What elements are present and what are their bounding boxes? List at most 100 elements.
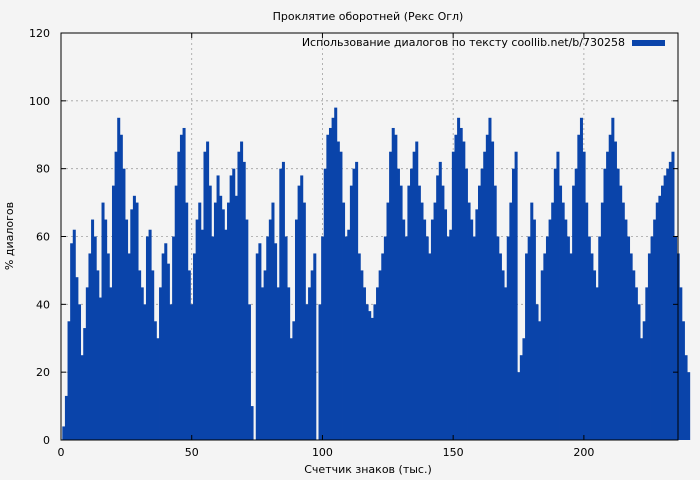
bar [684, 355, 688, 440]
bar [472, 236, 476, 440]
bar [247, 304, 251, 440]
bar [545, 236, 549, 440]
bar [62, 426, 66, 440]
bar [313, 253, 317, 440]
bar [535, 304, 539, 440]
bar [477, 185, 482, 440]
bar [187, 270, 191, 440]
bar [182, 127, 186, 440]
bar [198, 202, 202, 440]
bar [156, 338, 160, 440]
legend: Использование диалогов по тексту coollib… [302, 36, 665, 49]
bar [373, 304, 377, 440]
bar [506, 236, 510, 440]
bar [616, 168, 620, 440]
bar [276, 287, 280, 440]
bar [328, 127, 332, 440]
bar [608, 134, 612, 440]
bar [323, 168, 327, 440]
bar [498, 253, 502, 440]
bar [433, 202, 437, 440]
y-tick-label: 40 [36, 298, 50, 311]
bar [407, 185, 411, 440]
bar [310, 270, 314, 440]
bar [613, 141, 617, 441]
bar [125, 219, 129, 440]
bar [242, 161, 246, 440]
bar [132, 195, 136, 440]
bar [587, 236, 591, 440]
bar [114, 151, 118, 441]
bar [642, 321, 646, 440]
bar [190, 304, 194, 440]
bar [349, 185, 353, 440]
bar [381, 253, 385, 440]
bar [193, 253, 197, 440]
bar [590, 253, 594, 440]
bar [169, 304, 173, 440]
bar [258, 243, 262, 440]
bar [294, 219, 299, 440]
bar [569, 253, 573, 440]
bar [318, 304, 322, 440]
bar [436, 175, 440, 440]
bar [438, 161, 442, 440]
bar [389, 151, 393, 441]
bar [624, 219, 628, 440]
x-tick-label: 200 [573, 446, 594, 459]
bar [263, 270, 267, 440]
bar [637, 304, 641, 440]
bar [451, 151, 455, 441]
bar [444, 209, 448, 440]
x-tick-label: 150 [443, 446, 464, 459]
bar [104, 219, 108, 440]
bar [206, 141, 210, 441]
bar [174, 185, 178, 440]
bar [532, 219, 536, 440]
bar [72, 229, 76, 440]
bar [585, 202, 589, 440]
bar [67, 321, 71, 440]
bar [302, 202, 306, 440]
bar [227, 202, 231, 440]
bar [579, 117, 583, 441]
bar [428, 253, 432, 440]
bar [396, 168, 400, 440]
y-tick-label: 0 [43, 434, 50, 447]
bar [203, 151, 207, 441]
bar [177, 151, 181, 441]
bar [402, 219, 406, 440]
bar [501, 270, 505, 440]
bar [98, 297, 102, 440]
bar [674, 236, 678, 440]
bar [548, 219, 552, 440]
bar [70, 243, 74, 440]
x-tick-label: 0 [58, 446, 65, 459]
y-axis-label: % диалогов [3, 202, 16, 270]
bar [271, 202, 275, 440]
bar [527, 236, 531, 440]
bar [606, 151, 610, 441]
bar [679, 287, 683, 440]
bar [454, 134, 458, 440]
bar [459, 127, 463, 440]
bar [216, 175, 220, 440]
bar [208, 185, 212, 440]
bar [292, 321, 296, 440]
bar [268, 219, 272, 440]
bar [355, 161, 359, 440]
bar [511, 168, 515, 440]
bar [237, 151, 241, 441]
bar [621, 202, 625, 440]
bar [627, 236, 631, 440]
bar [161, 253, 165, 440]
bar [485, 134, 489, 440]
bar [425, 236, 429, 440]
bar [261, 287, 265, 440]
bar [574, 168, 578, 440]
bar [284, 236, 288, 440]
bar [221, 209, 225, 440]
bar [449, 229, 453, 440]
bar [600, 202, 604, 440]
bar [653, 219, 657, 440]
